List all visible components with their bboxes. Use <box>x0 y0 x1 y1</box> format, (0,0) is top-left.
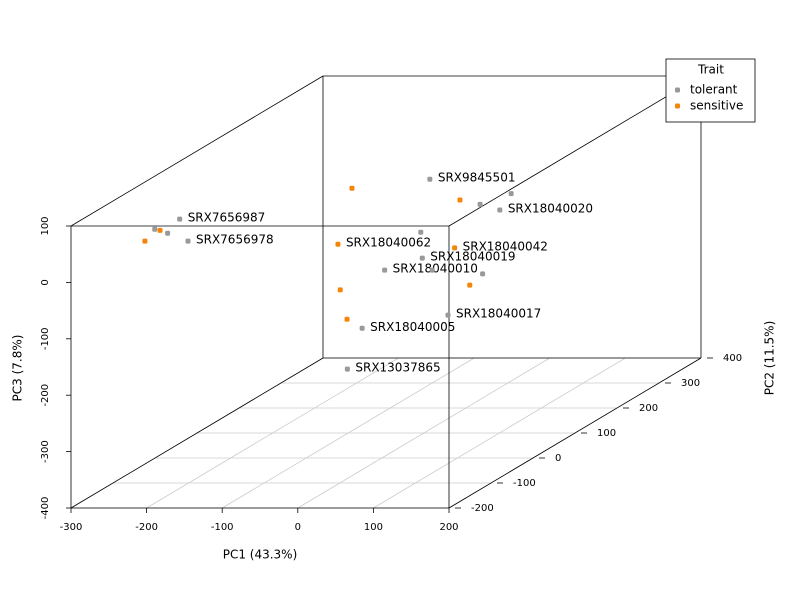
point-label: SRX18040062 <box>346 236 431 250</box>
legend-label: sensitive <box>690 99 743 113</box>
y-tick-label: -200 <box>471 503 494 514</box>
y-tick-label: 300 <box>681 378 700 389</box>
data-point <box>359 325 365 331</box>
y-tick-label: 200 <box>639 403 658 414</box>
x-tick-label: -300 <box>60 522 83 533</box>
x-axis-label: PC1 (43.3%) <box>223 548 298 562</box>
data-point <box>177 216 183 222</box>
point-label: SRX9845501 <box>438 171 516 185</box>
data-point <box>457 197 463 203</box>
data-point <box>157 227 163 233</box>
box-edge <box>70 357 324 509</box>
data-point <box>467 282 473 288</box>
data-point <box>452 245 458 251</box>
z-tick-label: -200 <box>40 384 51 407</box>
data-point <box>165 230 171 236</box>
y-tick-label: 100 <box>597 428 616 439</box>
y-tick-label: 400 <box>723 353 742 364</box>
z-tick-label: -400 <box>40 497 51 520</box>
data-point <box>497 207 503 213</box>
box-edge <box>448 357 702 509</box>
z-tick-label: 100 <box>40 216 51 235</box>
x-tick-label: 0 <box>295 522 301 533</box>
x-tick-label: -100 <box>211 522 234 533</box>
data-point <box>477 201 483 207</box>
point-label: SRX18040010 <box>393 262 478 276</box>
point-label: SRX13037865 <box>355 361 440 375</box>
point-label: SRX18040020 <box>508 202 593 216</box>
data-point <box>445 312 451 318</box>
point-label: SRX18040019 <box>430 250 515 264</box>
data-point <box>382 267 388 273</box>
legend-label: tolerant <box>690 83 738 97</box>
box-edge <box>70 75 324 227</box>
legend-swatch <box>675 103 680 109</box>
data-point <box>508 191 514 197</box>
x-tick-label: 200 <box>439 522 458 533</box>
data-point <box>337 287 343 293</box>
data-point <box>429 267 435 273</box>
z-tick-label: -300 <box>40 440 51 463</box>
data-point <box>349 185 355 191</box>
data-point <box>152 226 158 232</box>
x-tick-label: -200 <box>135 522 158 533</box>
point-label: SRX7656978 <box>196 233 274 247</box>
box-edge <box>448 75 702 227</box>
data-point <box>419 255 425 261</box>
data-point <box>418 229 424 235</box>
x-tick-label: 100 <box>364 522 383 533</box>
data-point <box>335 241 341 247</box>
data-point <box>344 316 350 322</box>
data-point <box>427 176 433 182</box>
data-point <box>142 238 148 244</box>
point-label: SRX7656987 <box>188 211 266 225</box>
z-axis-label: PC3 (7.8%) <box>11 335 25 402</box>
data-point <box>480 271 486 277</box>
y-tick-label: 0 <box>555 453 561 464</box>
point-label: SRX18040042 <box>463 239 548 253</box>
legend-title: Trait <box>697 63 724 77</box>
point-label: SRX18040017 <box>456 307 541 321</box>
legend-swatch <box>675 87 680 93</box>
data-point <box>344 366 350 372</box>
point-label: SRX18040005 <box>370 320 455 334</box>
data-point <box>185 238 191 244</box>
z-tick-label: -100 <box>40 327 51 350</box>
z-tick-label: 0 <box>40 279 51 285</box>
legend-box <box>665 58 756 123</box>
y-axis-label: PC2 (11.5%) <box>763 321 777 396</box>
y-tick-label: -100 <box>513 478 536 489</box>
